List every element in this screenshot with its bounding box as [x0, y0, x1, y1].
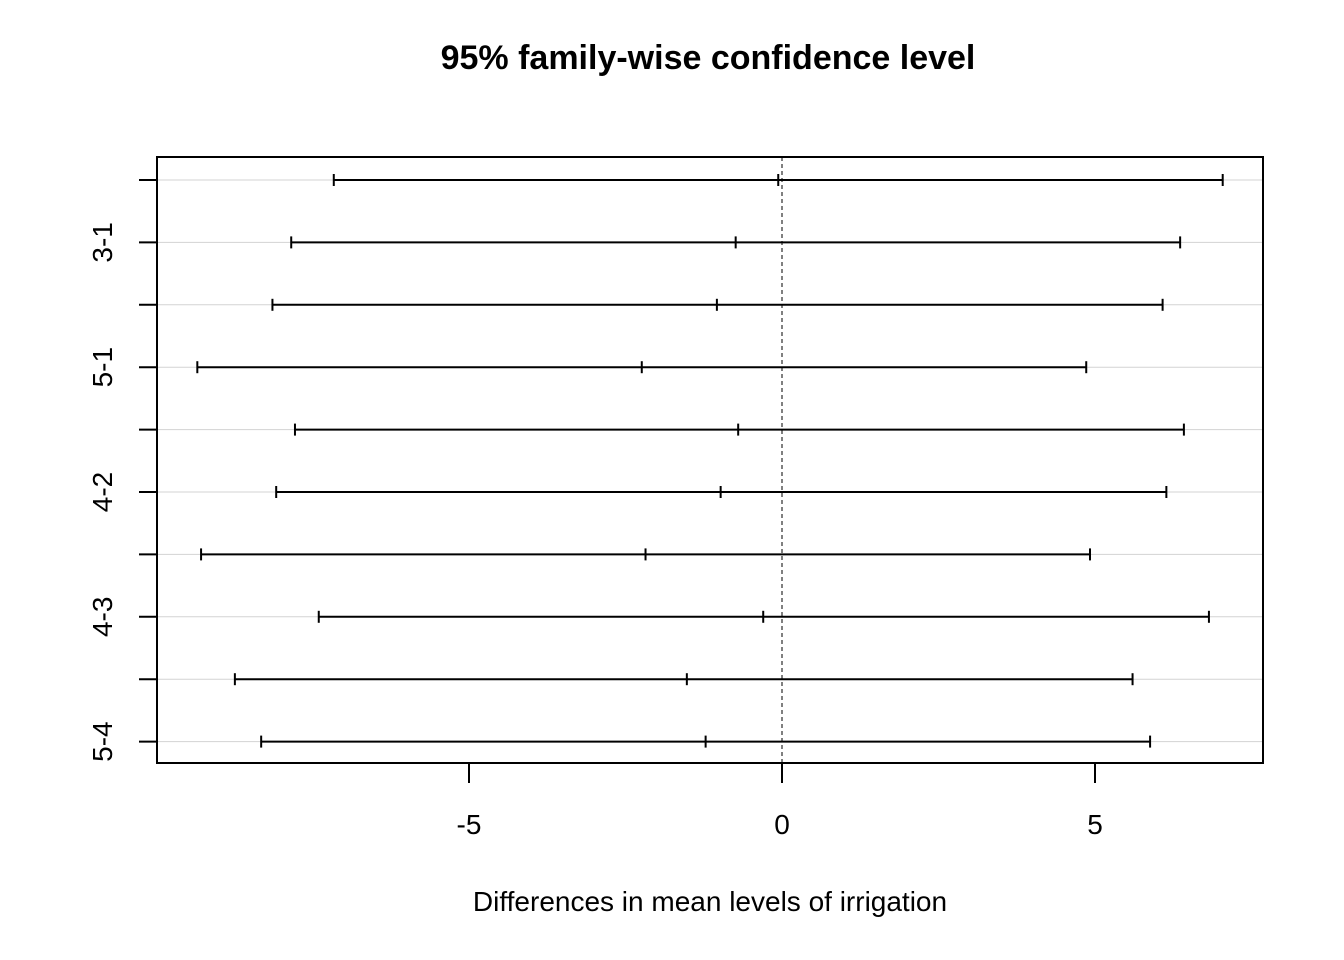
y-tick-label: 4-3 — [87, 597, 118, 637]
x-axis-label: Differences in mean levels of irrigation — [473, 886, 947, 917]
y-tick-label: 4-2 — [87, 472, 118, 512]
confidence-interval-3 — [196, 361, 1088, 374]
confidence-interval-6 — [200, 548, 1091, 561]
x-tick-label: 5 — [1087, 809, 1103, 840]
confidence-interval-8 — [233, 673, 1134, 686]
confidence-interval-7 — [317, 610, 1210, 623]
chart-title: 95% family-wise confidence level — [441, 39, 976, 77]
y-tick-label: 3-1 — [87, 222, 118, 262]
confidence-intervals — [196, 174, 1224, 748]
gridlines — [157, 179, 1263, 743]
confidence-interval-4 — [293, 423, 1185, 436]
confidence-interval-0 — [332, 174, 1224, 186]
x-axis: -5 0 5 — [457, 763, 1103, 840]
y-tick-label: 5-1 — [87, 347, 118, 387]
confidence-interval-1 — [290, 236, 1182, 249]
y-tick-label: 5-4 — [87, 721, 118, 761]
x-tick-label: 0 — [774, 809, 790, 840]
confidence-interval-9 — [260, 735, 1152, 748]
y-axis: 3-1 5-1 4-2 4-3 5-4 — [87, 179, 157, 762]
confidence-interval-5 — [275, 486, 1168, 498]
plot-frame — [156, 156, 1264, 764]
confidence-interval-2 — [271, 298, 1164, 311]
x-tick-label: -5 — [457, 809, 482, 840]
